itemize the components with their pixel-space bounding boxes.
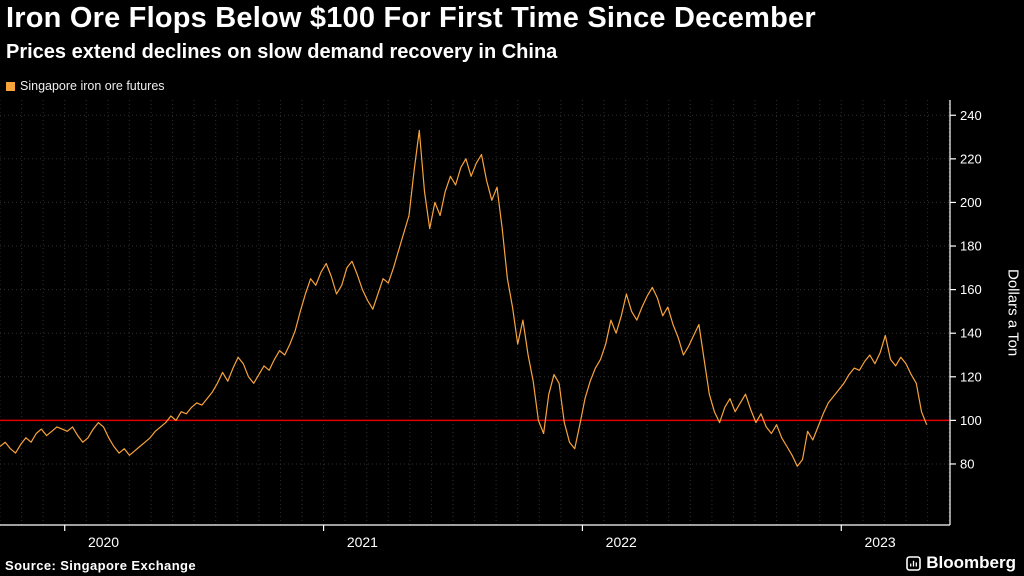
y-tick-label: 80 [960, 456, 974, 471]
y-tick-label: 240 [960, 108, 982, 123]
bloomberg-logo: Bloomberg [906, 553, 1016, 573]
grid-lines [0, 100, 950, 525]
page-title: Iron Ore Flops Below $100 For First Time… [6, 2, 816, 34]
y-tick-label: 160 [960, 282, 982, 297]
bloomberg-wordmark: Bloomberg [926, 553, 1016, 572]
legend-label: Singapore iron ore futures [20, 79, 165, 93]
x-tick-label: 2021 [347, 534, 378, 550]
y-tick-label: 220 [960, 151, 982, 166]
x-tick-label: 2023 [865, 534, 896, 550]
y-tick-label: 120 [960, 369, 982, 384]
y-tick-label: 180 [960, 239, 982, 254]
bloomberg-terminal-icon [906, 555, 922, 571]
page-subtitle: Prices extend declines on slow demand re… [6, 41, 558, 63]
y-axis-title: Dollars a Ton [1004, 268, 1022, 357]
y-tick-label: 140 [960, 326, 982, 341]
x-tick-label: 2022 [606, 534, 637, 550]
x-tick-label: 2020 [88, 534, 119, 550]
y-tick-label: 200 [960, 195, 982, 210]
legend: Singapore iron ore futures [6, 79, 165, 93]
y-tick-label: 100 [960, 413, 982, 428]
source-note: Source: Singapore Exchange [5, 558, 197, 573]
legend-swatch-icon [6, 81, 15, 91]
price-line [0, 129, 928, 467]
